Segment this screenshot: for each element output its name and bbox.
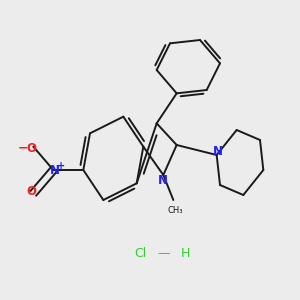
Text: −: − xyxy=(17,142,28,155)
Text: O: O xyxy=(27,142,37,155)
Text: N: N xyxy=(50,164,60,176)
Text: CH₃: CH₃ xyxy=(167,206,183,215)
Text: H: H xyxy=(180,247,190,260)
Text: +: + xyxy=(57,161,65,171)
Text: Cl: Cl xyxy=(134,247,146,260)
Text: O: O xyxy=(27,185,37,198)
Text: —: — xyxy=(157,247,170,260)
Text: N: N xyxy=(213,145,223,158)
Text: N: N xyxy=(158,174,168,187)
